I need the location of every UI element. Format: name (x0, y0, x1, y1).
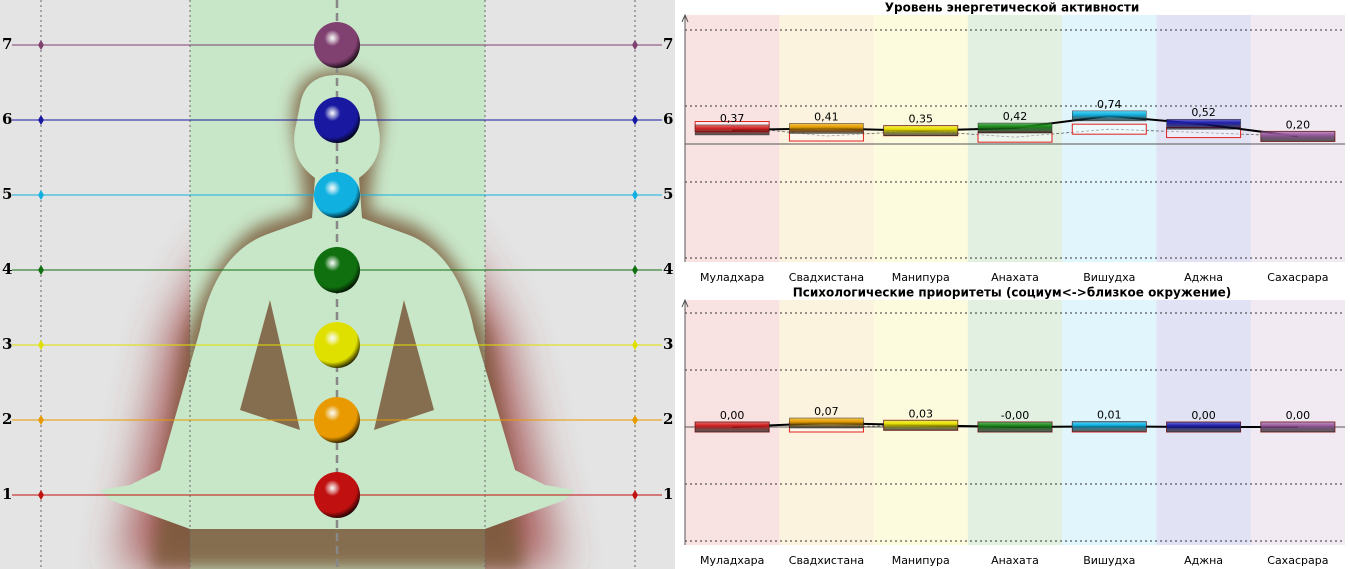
value-label: 0,00 (1191, 409, 1216, 422)
x-tick-label: Сахасрара (1267, 271, 1328, 284)
value-label: 0,00 (1286, 409, 1311, 422)
level-dot (38, 115, 44, 125)
level-label: 7 (663, 35, 673, 53)
chakra-ball (314, 172, 360, 218)
x-tick-label: Аджна (1184, 271, 1223, 284)
level-label: 4 (663, 260, 673, 278)
value-label: 0,35 (908, 113, 933, 126)
level-label: 2 (663, 410, 673, 428)
level-dot (632, 190, 638, 200)
charts: Муладхара Свадхистана Манипура Анахата Вишуд… (681, 1, 1345, 567)
value-label: 0,41 (814, 110, 839, 123)
axis-arrow (681, 298, 689, 308)
value-label: 0,01 (1097, 408, 1122, 421)
previous-bar (1071, 123, 1147, 135)
chakra-ball (314, 472, 360, 518)
level-dot (632, 115, 638, 125)
x-tick-label: Вишудха (1083, 554, 1135, 567)
bar (977, 421, 1053, 433)
value-label: 0,20 (1286, 118, 1311, 131)
value-label: 0,52 (1191, 106, 1216, 119)
series-line (732, 126, 1298, 138)
level-label: 4 (2, 260, 12, 278)
x-tick-label: Анахата (991, 271, 1039, 284)
value-label: 0,37 (720, 112, 745, 125)
level-dot (38, 490, 44, 500)
category-band (685, 15, 780, 262)
level-dot (632, 415, 638, 425)
bar (883, 125, 958, 136)
level-label: 3 (663, 335, 673, 353)
category-band (779, 15, 874, 262)
value-label: 0,03 (908, 407, 933, 420)
bar (1072, 421, 1147, 432)
level-dot (38, 415, 44, 425)
level-dot (38, 265, 44, 275)
bar (1166, 421, 1241, 433)
bar (789, 123, 864, 134)
level-label: 5 (663, 185, 673, 203)
bar (694, 124, 770, 136)
value-label: -0,00 (1001, 409, 1029, 422)
x-tick-label: Аджна (1184, 554, 1223, 567)
level-dot (632, 340, 638, 350)
bar (977, 122, 1053, 134)
chakra-ball (314, 397, 360, 443)
level-dot (632, 40, 638, 50)
x-tick-label: Муладхара (700, 271, 764, 284)
level-label: 3 (2, 335, 12, 353)
chart-title: Уровень энергетической активности (885, 1, 1139, 15)
category-band (967, 15, 1063, 262)
chakra-ball (314, 322, 360, 368)
bar (1166, 118, 1241, 130)
x-tick-label: Вишудха (1083, 271, 1135, 284)
level-label: 1 (663, 485, 673, 503)
x-tick-label: Сахасрара (1267, 554, 1328, 567)
x-tick-label: Манипура (892, 554, 950, 567)
chakra-ball (314, 247, 360, 293)
bar (1260, 131, 1336, 142)
bar (1260, 421, 1336, 433)
previous-bar (977, 131, 1053, 143)
chart-title: Психологические приоритеты (социум<->бли… (793, 286, 1232, 300)
level-label: 6 (663, 110, 673, 128)
level-label: 1 (2, 485, 12, 503)
x-tick-label: Муладхара (700, 554, 764, 567)
chakra-ball (314, 97, 360, 143)
x-tick-label: Анахата (991, 554, 1039, 567)
level-dot (38, 190, 44, 200)
levels: 1 1 2 2 3 3 4 4 5 5 6 6 7 7 (2, 22, 673, 518)
x-tick-label: Свадхистана (789, 271, 864, 284)
chakra-ball (314, 22, 360, 68)
bar (883, 420, 958, 431)
level-label: 5 (2, 185, 12, 203)
level-dot (38, 40, 44, 50)
level-label: 6 (2, 110, 12, 128)
x-tick-label: Свадхистана (789, 554, 864, 567)
bar (1072, 110, 1147, 122)
value-label: 0,00 (720, 409, 745, 422)
level-label: 2 (2, 410, 12, 428)
level-dot (38, 340, 44, 350)
category-band (873, 15, 968, 262)
value-label: 0,07 (814, 405, 839, 418)
axis-arrow (681, 13, 689, 23)
level-dot (632, 490, 638, 500)
bar (789, 417, 864, 429)
level-label: 7 (2, 35, 12, 53)
value-label: 0,74 (1097, 98, 1122, 111)
x-tick-label: Манипура (892, 271, 950, 284)
bar (694, 421, 770, 433)
level-dot (632, 265, 638, 275)
category-band (1156, 15, 1251, 262)
value-label: 0,42 (1003, 110, 1028, 123)
category-band (1062, 15, 1157, 262)
